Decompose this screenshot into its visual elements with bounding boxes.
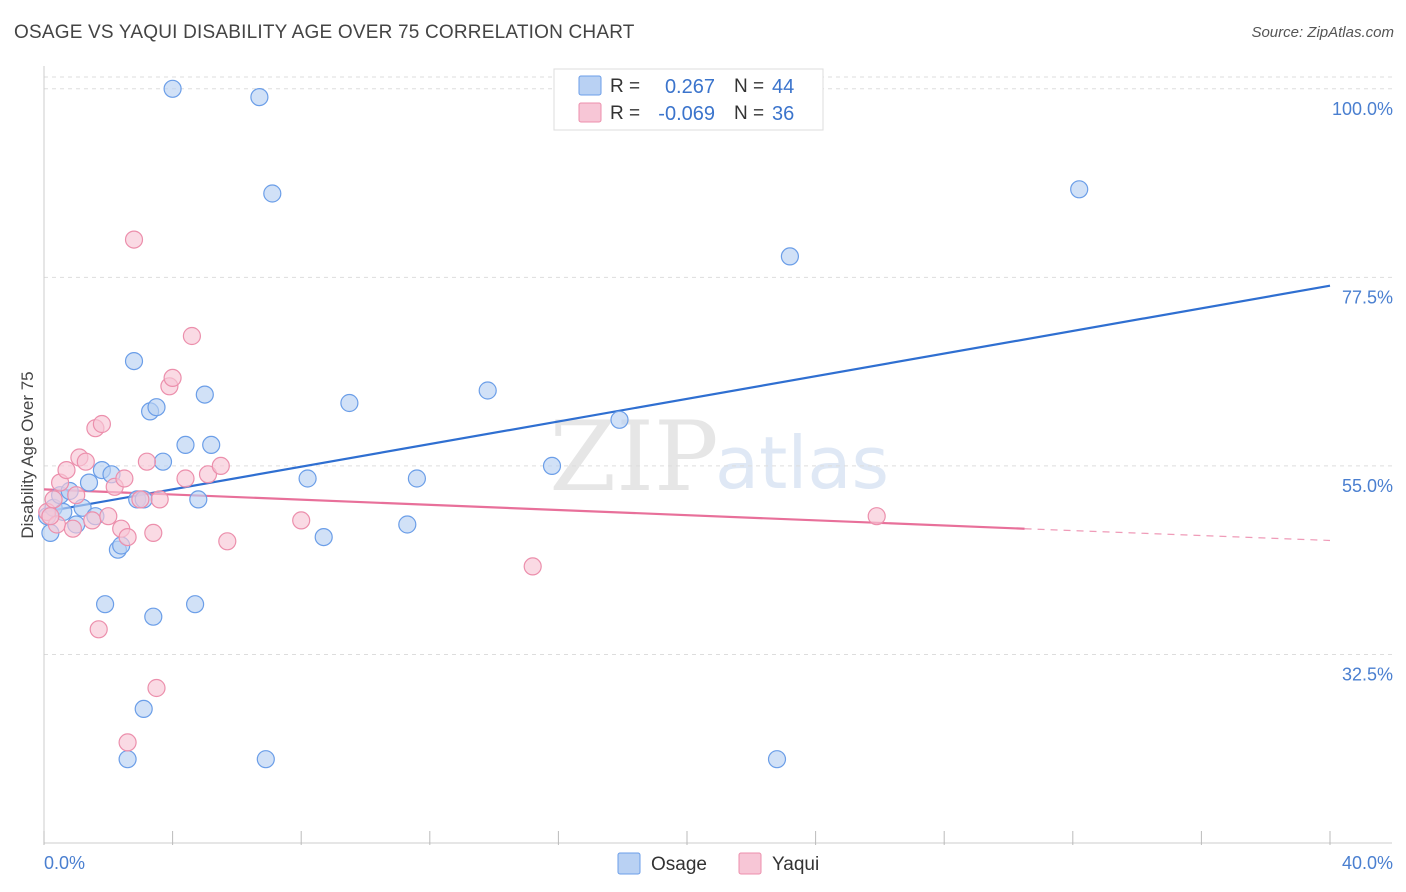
osage-point [1070,180,1089,199]
yaqui-point [176,469,195,488]
yaqui-point [83,511,102,530]
legend-r-value-osage: 0.267 [665,76,715,98]
yaqui-point [292,511,311,530]
y-tick-label: 77.5% [1342,287,1393,307]
legend-n-label-osage: N = [734,76,764,97]
osage-point [256,750,275,769]
osage-point [144,607,163,626]
legend-swatch-osage [578,75,602,96]
bottom-legend-swatch-osage [617,852,641,875]
yaqui-point [63,519,83,538]
yaqui-point [41,507,60,526]
yaqui-point [92,414,112,434]
yaqui-point [198,465,218,484]
osage-point [153,452,173,471]
yaqui-point [211,456,230,475]
osage-point [79,473,99,492]
osage-point [314,527,333,547]
legend-n-value-yaqui: 36 [772,103,794,125]
osage-point [542,456,562,475]
legend-n-value-osage: 44 [772,76,794,98]
yaqui-point [131,490,150,509]
correlation-legend: R = 0.267 N = 44 R = -0.069 N = 36 [553,68,824,131]
yaqui-point [118,733,137,752]
osage-point [202,435,221,454]
y-tick-label: 32.5% [1342,664,1393,684]
bottom-legend-label-yaqui: Yaqui [772,854,819,875]
osage-point [780,247,800,266]
osage-point [407,469,426,488]
trend-line-osage-solid [43,284,1331,514]
osage-point [124,352,144,371]
osage-point [134,699,153,719]
yaqui-point [118,527,137,547]
osage-point [767,750,787,769]
yaqui-point [163,368,182,387]
osage-point [298,469,317,488]
trend-line-yaqui-solid [43,488,1025,530]
yaqui-point [144,523,163,543]
osage-point [340,393,359,413]
bottom-legend-label-osage: Osage [651,854,707,875]
chart-title: OSAGE VS YAQUI DISABILITY AGE OVER 75 CO… [14,22,635,43]
source-label: Source: ZipAtlas.com [1251,24,1394,41]
yaqui-point [44,490,63,509]
osage-point [95,595,115,614]
yaqui-point [218,532,237,551]
legend-swatch-yaqui [578,102,602,123]
osage-point [610,410,629,429]
x-tick-label-min: 0.0% [44,853,85,873]
osage-point [195,385,214,404]
data-points [38,79,1089,769]
osage-point [263,184,282,203]
trend-line-yaqui-dashed [1024,528,1331,542]
yaqui-point [99,507,118,526]
axes: 32.5% 55.0% 77.5% 100.0% 0.0% 40.0% [43,66,1393,873]
yaqui-point [147,678,166,698]
yaqui-point [523,557,542,576]
legend-r-label-yaqui: R = [610,103,640,124]
yaqui-point [124,230,144,249]
trend-lines [43,284,1331,542]
yaqui-point [115,469,134,488]
yaqui-point [57,461,76,480]
osage-point [147,398,166,417]
series-legend: Osage Yaqui [617,852,819,875]
osage-point [478,381,497,400]
osage-point [163,79,182,98]
yaqui-point [89,620,108,639]
osage-point [186,595,205,614]
legend-r-value-yaqui: -0.069 [658,103,715,125]
y-tick-label: 100.0% [1332,99,1393,119]
yaqui-point [182,326,201,346]
yaqui-point [150,490,169,509]
osage-point [398,515,417,534]
legend-r-label-osage: R = [610,76,640,97]
yaqui-point [76,452,95,471]
osage-point [176,435,195,454]
yaqui-point [137,452,156,471]
y-axis-label: Disability Age Over 75 [18,371,37,538]
x-tick-label-max: 40.0% [1342,853,1393,873]
yaqui-point [867,507,886,526]
legend-n-label-yaqui: N = [734,103,764,124]
y-tick-label: 55.0% [1342,476,1393,496]
osage-point [189,490,208,509]
watermark-atlas: atlas [715,421,889,505]
osage-point [118,750,137,769]
gridlines [44,76,1392,655]
bottom-legend-swatch-yaqui [738,852,762,875]
osage-point [250,87,269,107]
watermark-zip: ZIP [549,401,718,513]
yaqui-point [67,486,86,505]
